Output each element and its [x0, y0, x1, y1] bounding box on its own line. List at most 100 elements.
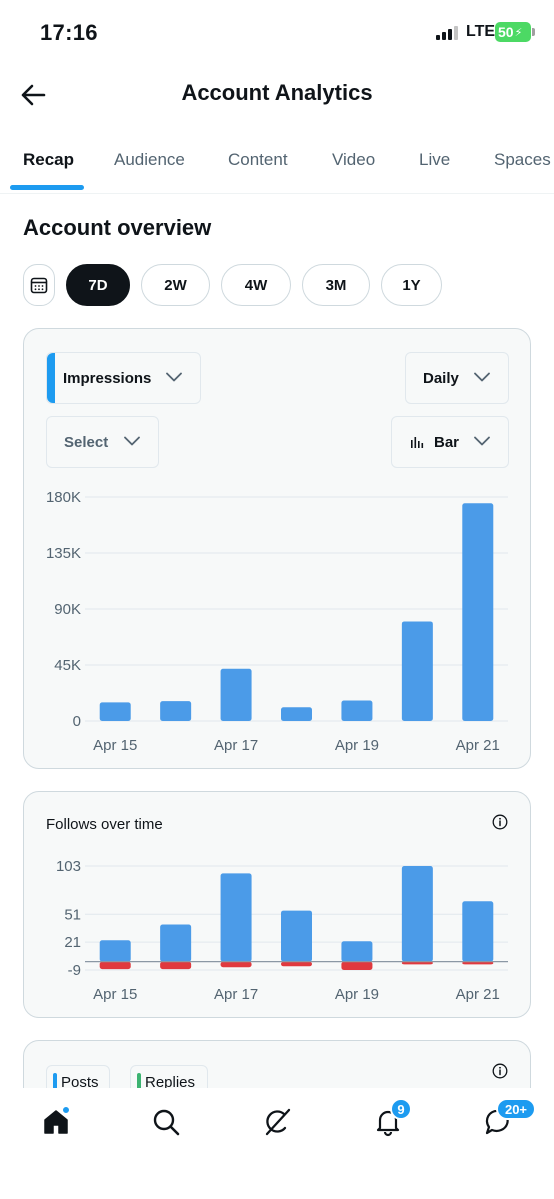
bottom-nav: 9 20+ — [0, 1088, 554, 1199]
chart-type-dropdown[interactable]: Bar — [391, 416, 509, 468]
y-tick-label: 45K — [54, 657, 81, 674]
status-time: 17:16 — [40, 20, 98, 45]
bar — [462, 901, 494, 962]
negative-bar — [160, 961, 192, 970]
bar — [99, 940, 131, 962]
chevron-down-icon — [474, 372, 490, 382]
compare-dropdown[interactable]: Select — [46, 416, 159, 468]
impressions-card: Impressions Daily Select Bar 180K 135K 90K… — [23, 328, 531, 769]
tab-recap[interactable]: Recap — [23, 150, 75, 169]
tab-spaces[interactable]: Spaces — [494, 150, 551, 169]
x-tick-label: Apr 15 — [93, 986, 137, 1003]
y-tick-label: 0 — [73, 713, 81, 730]
info-icon[interactable] — [492, 814, 508, 830]
range-4w-button[interactable]: 4W — [221, 264, 291, 306]
nav-notifications[interactable]: 9 — [368, 1098, 412, 1142]
x-tick-label: Apr 21 — [456, 737, 500, 754]
search-icon — [153, 1109, 180, 1136]
active-tab-indicator — [10, 185, 84, 190]
legend-replies-label: Replies — [145, 1073, 196, 1091]
bar — [220, 873, 252, 962]
calendar-icon — [30, 277, 48, 294]
bar — [160, 701, 192, 721]
bar — [281, 707, 312, 721]
tab-content[interactable]: Content — [228, 150, 288, 169]
battery-tip — [532, 28, 535, 36]
negative-bar — [462, 961, 494, 965]
tab-audience[interactable]: Audience — [114, 150, 185, 169]
bar — [401, 621, 433, 721]
negative-bar — [220, 961, 252, 968]
tab-bar: Recap Audience Content Video Live Spaces — [0, 136, 554, 194]
header: Account Analytics — [0, 66, 554, 122]
calendar-button[interactable] — [23, 264, 55, 306]
nav-messages[interactable]: 20+ — [478, 1098, 536, 1142]
range-7d-button[interactable]: 7D — [66, 264, 130, 306]
card-title: Follows over time — [46, 816, 163, 833]
battery-icon: 50 ⚡ — [495, 22, 531, 42]
y-tick-label: 90K — [54, 601, 81, 618]
bar — [220, 668, 252, 721]
section-title: Account overview — [23, 215, 212, 240]
nav-grok[interactable] — [257, 1102, 297, 1142]
signal-icon — [436, 26, 458, 40]
negative-bar — [401, 961, 433, 965]
grok-icon — [265, 1108, 291, 1136]
messages-badge: 20+ — [496, 1098, 536, 1120]
negative-bar — [99, 961, 131, 970]
bar — [281, 910, 312, 962]
network-label: LTE — [466, 23, 496, 40]
status-bar: 17:16 LTE 50 ⚡ — [0, 0, 554, 66]
back-button[interactable] — [18, 80, 48, 110]
metric-color-marker — [47, 353, 55, 403]
y-tick-label: 51 — [64, 906, 81, 923]
x-tick-label: Apr 15 — [93, 737, 137, 754]
nav-home[interactable] — [36, 1102, 76, 1142]
interval-dropdown[interactable]: Daily — [405, 352, 509, 404]
tab-live[interactable]: Live — [419, 150, 451, 169]
home-unread-dot — [62, 1106, 70, 1114]
range-1y-button[interactable]: 1Y — [381, 264, 442, 306]
x-tick-label: Apr 21 — [456, 986, 500, 1003]
negative-bar — [341, 961, 373, 970]
page-title: Account Analytics — [181, 80, 373, 105]
metric-dropdown[interactable]: Impressions — [46, 352, 201, 404]
x-tick-label: Apr 19 — [335, 986, 379, 1003]
impressions-chart: 180K 135K 90K 45K 0 Apr 15 Apr 17 Apr 19 Apr 21 — [46, 489, 508, 754]
bar — [462, 503, 494, 721]
home-icon — [44, 1110, 68, 1134]
follows-card: Follows over time 103 51 21 -9 Apr 15 Apr 17 A… — [23, 791, 531, 1018]
bar-chart-icon — [411, 437, 424, 448]
bar — [99, 702, 131, 721]
bar — [401, 866, 433, 962]
chevron-down-icon — [474, 436, 490, 446]
compare-label: Select — [64, 433, 109, 451]
negative-bar — [281, 961, 312, 967]
metric-label: Impressions — [63, 369, 152, 387]
nav-search[interactable] — [146, 1102, 186, 1142]
posts-swatch — [53, 1073, 57, 1093]
bar — [341, 941, 373, 962]
chevron-down-icon — [124, 436, 140, 446]
y-tick-label: 103 — [56, 858, 81, 875]
x-tick-label: Apr 17 — [214, 986, 258, 1003]
bar — [341, 700, 373, 721]
replies-swatch — [137, 1073, 141, 1093]
info-icon[interactable] — [492, 1063, 508, 1079]
bar — [160, 924, 192, 962]
back-arrow-icon — [21, 84, 46, 106]
y-tick-label: 21 — [64, 934, 81, 951]
range-3m-button[interactable]: 3M — [302, 264, 370, 306]
x-tick-label: Apr 19 — [335, 737, 379, 754]
follows-chart: 103 51 21 -9 Apr 15 Apr 17 Apr 19 Apr 21 — [56, 858, 508, 1003]
tab-video[interactable]: Video — [332, 150, 376, 169]
chevron-down-icon — [166, 372, 182, 382]
chart-type-label: Bar — [434, 433, 460, 451]
y-tick-label: 180K — [46, 489, 81, 506]
y-tick-label: 135K — [46, 545, 81, 562]
battery-level: 50 — [498, 24, 514, 40]
legend-posts-label: Posts — [61, 1073, 99, 1091]
x-tick-label: Apr 17 — [214, 737, 258, 754]
range-2w-button[interactable]: 2W — [141, 264, 210, 306]
notifications-badge: 9 — [390, 1098, 412, 1120]
